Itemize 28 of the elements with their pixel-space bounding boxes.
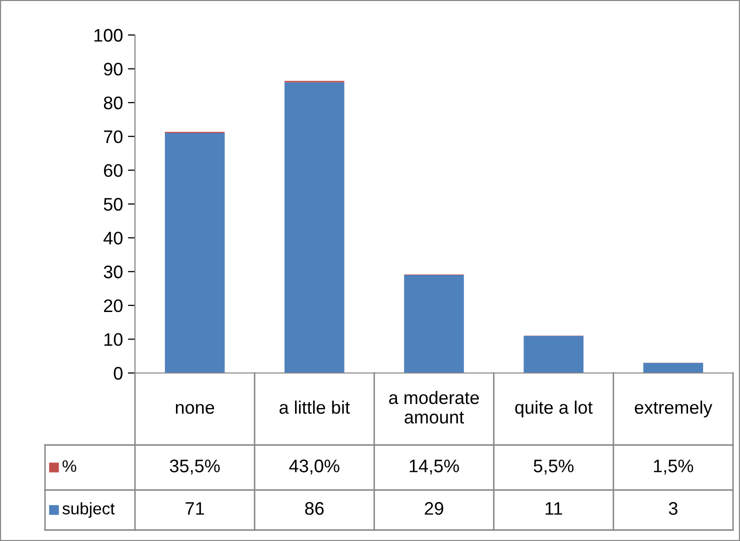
y-tick-label: 90 <box>104 62 122 76</box>
data-label: 43,0% <box>289 460 340 474</box>
y-tick-label: 20 <box>104 299 122 312</box>
y-tick-label: 10 <box>104 333 122 346</box>
x-tick-label: a little bit <box>280 400 350 414</box>
x-tick-label: none <box>176 404 214 414</box>
data-label: 11 <box>546 502 562 515</box>
y-tick-label: 40 <box>104 232 122 245</box>
data-label: 86 <box>305 502 324 515</box>
data-label: 35,5% <box>170 460 220 474</box>
y-tick-label: 50 <box>104 198 122 211</box>
data-label: 14,5% <box>410 460 459 474</box>
legend-label: % <box>62 460 76 472</box>
data-label: 5,5% <box>534 460 574 474</box>
data-label: 3 <box>668 502 678 515</box>
y-tick-label: 70 <box>104 130 122 144</box>
data-label: 71 <box>186 502 204 515</box>
legend-label: subject <box>62 502 115 518</box>
y-tick-label: 80 <box>104 96 122 110</box>
y-tick-label: 60 <box>104 164 122 177</box>
x-tick-label: extremely <box>634 400 712 418</box>
y-tick-label: 100 <box>94 28 122 42</box>
y-tick-label: 0 <box>114 366 122 380</box>
data-label: 29 <box>424 502 444 515</box>
data-label: 1,5% <box>654 460 694 474</box>
x-tick-label: quite a lot <box>515 400 593 418</box>
y-tick-label: 30 <box>104 266 122 278</box>
x-tick-label: a moderate amount <box>389 390 479 424</box>
